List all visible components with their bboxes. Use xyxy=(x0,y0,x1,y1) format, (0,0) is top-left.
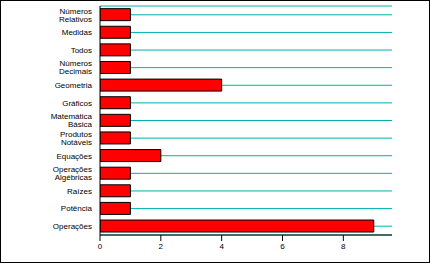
svg-text:Raízes: Raízes xyxy=(67,187,92,196)
svg-text:MatemáticaBásica: MatemáticaBásica xyxy=(51,112,93,129)
svg-text:Todos: Todos xyxy=(71,46,92,55)
svg-text:4: 4 xyxy=(219,242,224,251)
svg-text:0: 0 xyxy=(98,242,103,251)
svg-text:NúmerosRelativos: NúmerosRelativos xyxy=(59,7,92,24)
svg-text:Potência: Potência xyxy=(61,204,93,213)
svg-text:Geometria: Geometria xyxy=(55,81,93,90)
svg-text:Medidas: Medidas xyxy=(62,28,92,37)
svg-text:NúmerosDecimais: NúmerosDecimais xyxy=(59,59,92,76)
svg-text:6: 6 xyxy=(280,242,285,251)
svg-text:8: 8 xyxy=(341,242,346,251)
svg-text:2: 2 xyxy=(159,242,164,251)
svg-text:ProdutosNotáveis: ProdutosNotáveis xyxy=(60,130,92,147)
svg-text:OperaçõesAlgébricas: OperaçõesAlgébricas xyxy=(53,165,92,182)
svg-text:Gráficos: Gráficos xyxy=(62,99,92,108)
svg-text:Equações: Equações xyxy=(56,152,92,161)
svg-text:Operações: Operações xyxy=(53,222,92,231)
